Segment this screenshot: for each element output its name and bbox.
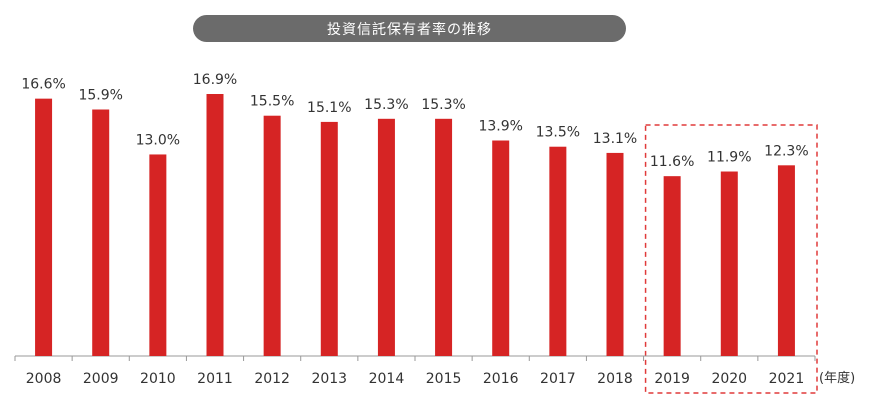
value-label-2009: 15.9% <box>78 88 122 104</box>
bar-2008 <box>35 98 53 357</box>
value-label-2021: 12.3% <box>764 143 808 159</box>
x-tick-label-2019: 2019 <box>654 371 690 387</box>
x-tick-label-2021: 2021 <box>769 371 805 387</box>
bar-2016 <box>492 140 510 356</box>
bar-2010 <box>149 154 167 356</box>
chart-title: 投資信託保有者率の推移 <box>327 21 492 38</box>
x-axis-unit-label: (年度) <box>819 371 856 386</box>
value-label-2012: 15.5% <box>250 94 294 110</box>
value-label-2013: 15.1% <box>307 100 351 116</box>
value-label-2015: 15.3% <box>421 97 465 113</box>
x-tick-label-2012: 2012 <box>254 371 290 387</box>
bar-2009 <box>92 109 110 356</box>
x-tick-label-2017: 2017 <box>540 371 576 387</box>
x-tick-label-2013: 2013 <box>311 371 347 387</box>
bar-2013 <box>320 121 338 356</box>
value-label-2018: 13.1% <box>593 131 637 147</box>
chart-title-banner: 投資信託保有者率の推移 <box>193 15 626 42</box>
value-label-2011: 16.9% <box>193 72 237 88</box>
x-tick-label-2014: 2014 <box>369 371 405 387</box>
bar-2017 <box>549 146 567 356</box>
value-label-2008: 16.6% <box>21 77 65 93</box>
bar-2020 <box>720 171 738 356</box>
bar-2019 <box>663 176 681 356</box>
bar-2011 <box>206 94 224 356</box>
bar-2012 <box>263 115 281 357</box>
value-label-2014: 15.3% <box>364 97 408 113</box>
bar-2018 <box>606 152 624 356</box>
value-label-2016: 13.9% <box>478 119 522 135</box>
x-tick-label-2018: 2018 <box>597 371 633 387</box>
highlight-box <box>644 124 818 394</box>
x-tick-label-2010: 2010 <box>140 371 176 387</box>
x-tick-label-2009: 2009 <box>83 371 119 387</box>
value-label-2020: 11.9% <box>707 150 751 166</box>
bar-2021 <box>777 165 795 356</box>
bar-2015 <box>435 118 453 356</box>
bar-2014 <box>377 118 395 356</box>
x-tick-label-2011: 2011 <box>197 371 233 387</box>
x-tick-label-2020: 2020 <box>711 371 747 387</box>
value-label-2019: 11.6% <box>650 154 694 170</box>
x-tick-label-2008: 2008 <box>26 371 62 387</box>
x-tick-label-2016: 2016 <box>483 371 519 387</box>
x-tick-label-2015: 2015 <box>426 371 462 387</box>
value-label-2017: 13.5% <box>536 125 580 141</box>
value-label-2010: 13.0% <box>136 132 180 148</box>
